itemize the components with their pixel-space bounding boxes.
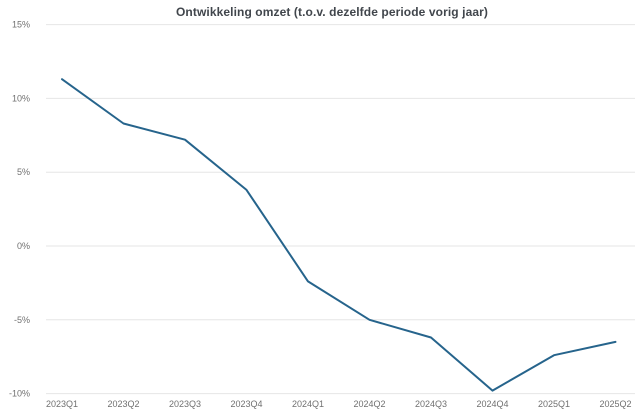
x-tick-label: 2024Q2	[353, 399, 385, 409]
x-tick-label: 2023Q4	[230, 399, 262, 409]
y-tick-label: 10%	[12, 93, 30, 103]
y-tick-label: 15%	[12, 20, 30, 30]
y-tick-label: -10%	[9, 389, 30, 399]
chart-title: Ontwikkeling omzet (t.o.v. dezelfde peri…	[176, 5, 488, 19]
revenue-line	[61, 78, 617, 392]
x-tick-label: 2024Q1	[292, 399, 324, 409]
y-tick-label: 0%	[17, 241, 30, 251]
x-tick-label: 2025Q2	[599, 399, 631, 409]
y-tick-label: -5%	[14, 315, 30, 325]
x-tick-label: 2023Q2	[107, 399, 139, 409]
x-tick-label: 2024Q4	[476, 399, 508, 409]
x-tick-label: 2025Q1	[538, 399, 570, 409]
y-tick-label: 5%	[17, 167, 30, 177]
x-tick-label: 2023Q1	[46, 399, 78, 409]
x-tick-label: 2024Q3	[415, 399, 447, 409]
x-tick-label: 2023Q3	[169, 399, 201, 409]
